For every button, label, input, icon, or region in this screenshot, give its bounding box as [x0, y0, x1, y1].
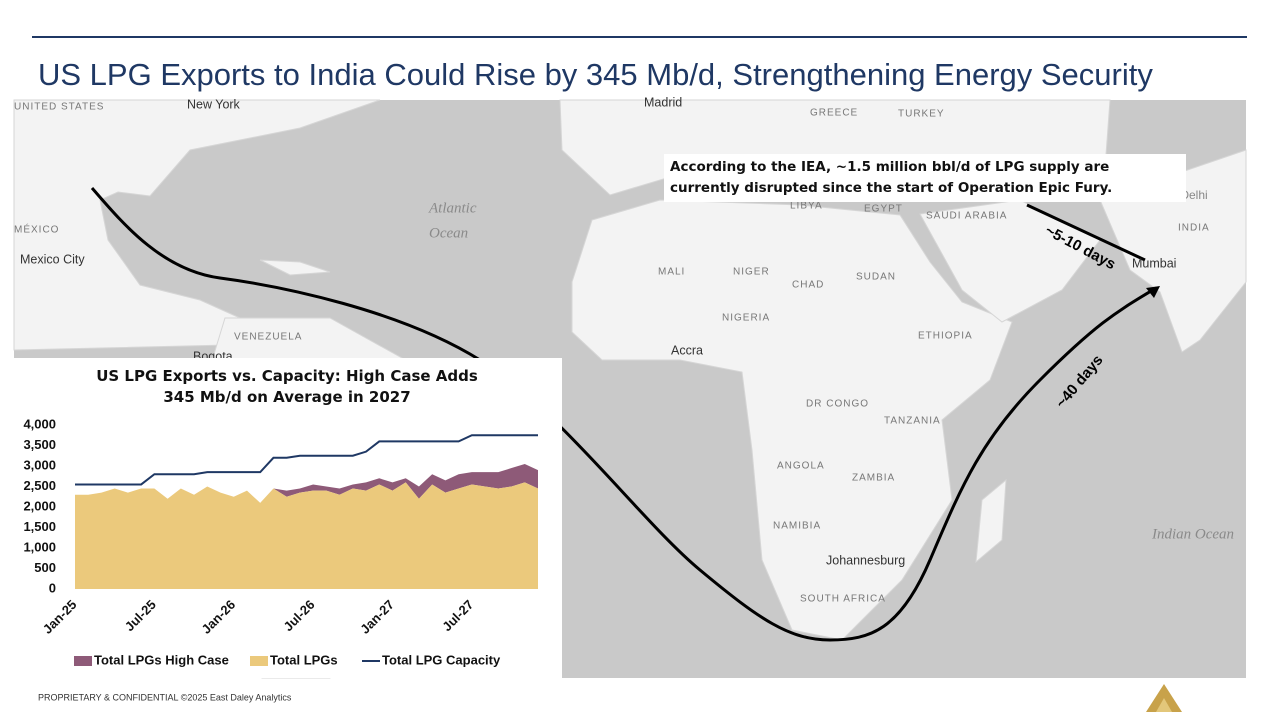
map-label: New York	[187, 97, 241, 111]
y-tick-label: 2,000	[23, 498, 56, 513]
footer: PROPRIETARY & CONFIDENTIAL ©2025 East Da…	[38, 692, 292, 702]
map-label: EGYPT	[864, 204, 903, 215]
map-label: UNITED STATES	[14, 102, 104, 113]
map-label: SAUDI ARABIA	[926, 211, 1007, 222]
map-label: MÉXICO	[14, 223, 59, 236]
map-label: Indian Ocean	[1151, 526, 1234, 542]
area	[75, 482, 538, 589]
map-label: Johannesburg	[826, 553, 905, 567]
map-label: TANZANIA	[884, 416, 941, 427]
map-label: Accra	[671, 343, 703, 357]
map-label: NAMIBIA	[773, 521, 821, 532]
map-label: ANGOLA	[777, 461, 825, 472]
map-label: GREECE	[810, 108, 858, 119]
map-label: MALI	[658, 267, 685, 278]
legend-swatch	[250, 656, 268, 666]
y-tick-label: 0	[49, 580, 56, 595]
map-label: ETHIOPIA	[918, 331, 973, 342]
y-tick-label: 1,500	[23, 519, 56, 534]
legend-label: Total LPGs	[270, 652, 338, 667]
map-label: CHAD	[792, 280, 824, 291]
slide-title: US LPG Exports to India Could Rise by 34…	[38, 57, 1153, 92]
map-label: NIGERIA	[722, 313, 770, 324]
map-label: Atlantic	[428, 200, 477, 216]
logo	[1146, 684, 1182, 712]
map-label: SUDAN	[856, 272, 896, 283]
annotation: According to the IEA, ~1.5 million bbl/d…	[664, 154, 1186, 202]
map-label: SOUTH AFRICA	[800, 594, 886, 605]
legend-swatch	[74, 656, 92, 666]
map-label: LIBYA	[790, 201, 823, 212]
map-label: Madrid	[644, 95, 682, 109]
y-tick-label: 3,500	[23, 437, 56, 452]
y-tick-label: 1,000	[23, 539, 56, 554]
map-label: DR CONGO	[806, 399, 869, 410]
legend-label: Total LPG Capacity	[382, 652, 501, 667]
map-label: VENEZUELA	[234, 332, 302, 343]
y-tick-label: 2,500	[23, 478, 56, 493]
chart-title: US LPG Exports vs. Capacity: High Case A…	[96, 367, 478, 406]
map-label: INDIA	[1178, 223, 1210, 234]
y-tick-label: 3,000	[23, 457, 56, 472]
map-label: ZAMBIA	[852, 473, 895, 484]
map-label: Mexico City	[20, 252, 85, 266]
area	[75, 463, 538, 503]
legend-label: Total LPGs High Case	[94, 652, 229, 667]
map-label: TURKEY	[898, 109, 945, 120]
map-label: Mumbai	[1132, 256, 1176, 270]
line	[75, 434, 538, 486]
map-label: Ocean	[429, 225, 468, 241]
map-label: NIGER	[733, 267, 770, 278]
y-tick-label: 4,000	[23, 416, 56, 431]
y-tick-label: 500	[34, 560, 56, 575]
